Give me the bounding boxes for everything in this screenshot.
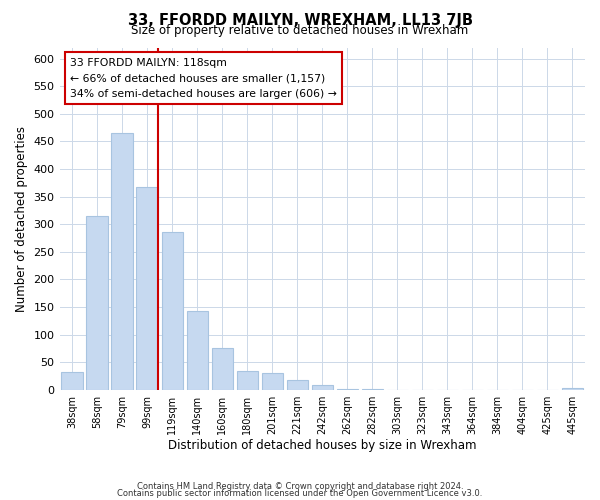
Text: Contains public sector information licensed under the Open Government Licence v3: Contains public sector information licen… — [118, 490, 482, 498]
Bar — [86, 216, 108, 390]
Bar — [311, 386, 333, 390]
Bar — [161, 232, 183, 390]
Bar — [262, 373, 283, 390]
Bar — [287, 380, 308, 390]
Bar — [136, 186, 158, 390]
Text: 33, FFORDD MAILYN, WREXHAM, LL13 7JB: 33, FFORDD MAILYN, WREXHAM, LL13 7JB — [128, 12, 473, 28]
Bar — [212, 348, 233, 390]
Bar — [337, 388, 358, 390]
Text: 33 FFORDD MAILYN: 118sqm
← 66% of detached houses are smaller (1,157)
34% of sem: 33 FFORDD MAILYN: 118sqm ← 66% of detach… — [70, 58, 337, 99]
X-axis label: Distribution of detached houses by size in Wrexham: Distribution of detached houses by size … — [168, 440, 476, 452]
Bar — [362, 389, 383, 390]
Text: Size of property relative to detached houses in Wrexham: Size of property relative to detached ho… — [131, 24, 469, 37]
Bar — [187, 311, 208, 390]
Bar — [112, 133, 133, 390]
Bar — [61, 372, 83, 390]
Y-axis label: Number of detached properties: Number of detached properties — [15, 126, 28, 312]
Text: Contains HM Land Registry data © Crown copyright and database right 2024.: Contains HM Land Registry data © Crown c… — [137, 482, 463, 491]
Bar — [562, 388, 583, 390]
Bar — [236, 372, 258, 390]
